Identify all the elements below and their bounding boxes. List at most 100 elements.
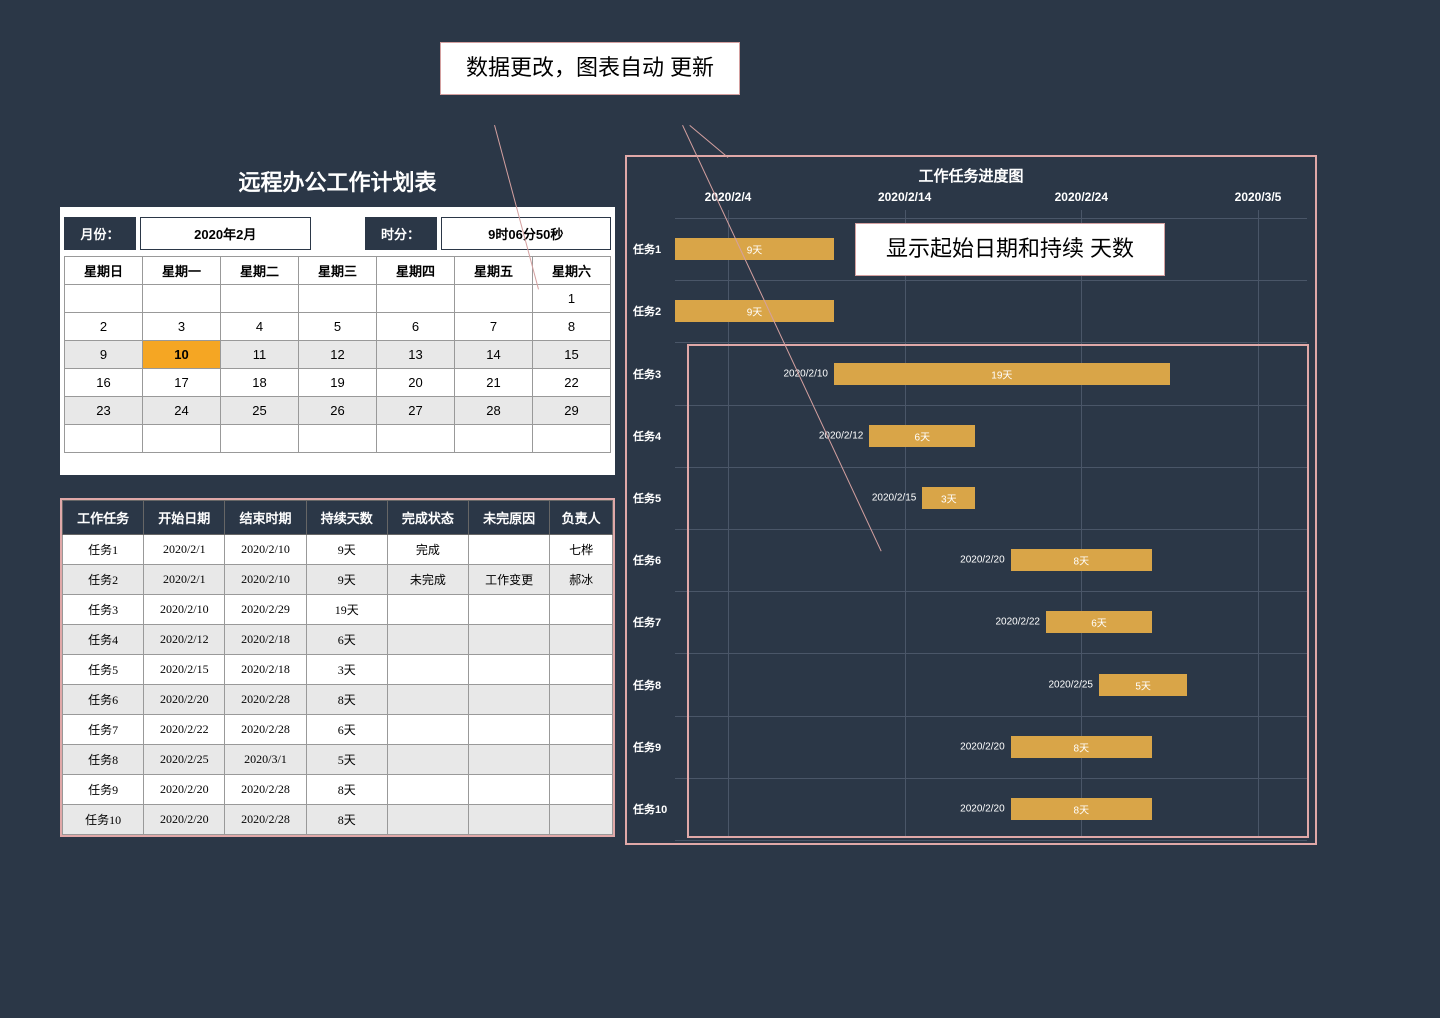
gantt-date-label: 2020/2/25 — [1049, 679, 1100, 690]
time-label: 时分： — [365, 217, 437, 250]
task-cell: 任务10 — [63, 805, 144, 835]
calendar-cell[interactable]: 24 — [143, 397, 221, 425]
task-cell: 2020/2/12 — [144, 625, 225, 655]
calendar-cell[interactable]: 18 — [221, 369, 299, 397]
calendar-cell[interactable]: 29 — [533, 397, 611, 425]
gantt-y-label: 任务1 — [633, 241, 661, 257]
calendar-cell[interactable]: 9 — [65, 341, 143, 369]
task-cell — [387, 655, 468, 685]
calendar-cell[interactable]: 28 — [455, 397, 533, 425]
calendar-cell[interactable]: 23 — [65, 397, 143, 425]
calendar-cell[interactable] — [65, 425, 143, 453]
calendar-cell[interactable]: 25 — [221, 397, 299, 425]
task-cell: 任务6 — [63, 685, 144, 715]
gantt-hgrid — [675, 405, 1307, 406]
calendar-cell[interactable]: 27 — [377, 397, 455, 425]
calendar-cell[interactable]: 20 — [377, 369, 455, 397]
task-header: 结束时期 — [225, 501, 306, 535]
gantt-hgrid — [675, 529, 1307, 530]
calendar-cell[interactable] — [221, 285, 299, 313]
calendar-cell[interactable] — [143, 285, 221, 313]
calendar-cell[interactable] — [221, 425, 299, 453]
gantt-bar-label: 3天 — [941, 490, 957, 505]
gantt-hgrid — [675, 716, 1307, 717]
gantt-x-label: 2020/2/24 — [1055, 190, 1108, 204]
task-header: 完成状态 — [387, 501, 468, 535]
gantt-date-label: 2020/2/20 — [960, 741, 1011, 752]
calendar-cell[interactable] — [299, 285, 377, 313]
task-header: 持续天数 — [306, 501, 387, 535]
calendar-cell[interactable]: 8 — [533, 313, 611, 341]
task-cell: 2020/2/25 — [144, 745, 225, 775]
task-cell: 2020/2/20 — [144, 685, 225, 715]
calendar-cell[interactable] — [455, 425, 533, 453]
task-cell: 8天 — [306, 805, 387, 835]
calendar-cell[interactable]: 13 — [377, 341, 455, 369]
month-value[interactable]: 2020年2月 — [140, 217, 311, 250]
calendar-cell[interactable]: 16 — [65, 369, 143, 397]
calendar-cell[interactable]: 10 — [143, 341, 221, 369]
task-table: 工作任务开始日期结束时期持续天数完成状态未完原因负责人 任务12020/2/12… — [62, 500, 613, 835]
task-cell — [550, 625, 613, 655]
gantt-bar: 9天 — [675, 300, 834, 322]
calendar-cell[interactable]: 17 — [143, 369, 221, 397]
task-cell: 任务8 — [63, 745, 144, 775]
task-cell — [550, 805, 613, 835]
calendar-cell[interactable]: 3 — [143, 313, 221, 341]
calendar-cell[interactable]: 4 — [221, 313, 299, 341]
gantt-bar-label: 8天 — [1074, 553, 1090, 568]
task-cell: 19天 — [306, 595, 387, 625]
task-cell: 未完成 — [387, 565, 468, 595]
calendar-cell[interactable]: 12 — [299, 341, 377, 369]
task-cell — [469, 595, 550, 625]
gantt-bar-label: 9天 — [747, 304, 763, 319]
task-cell — [469, 805, 550, 835]
task-cell — [387, 775, 468, 805]
task-cell — [550, 715, 613, 745]
task-cell: 8天 — [306, 775, 387, 805]
calendar-cell[interactable] — [299, 425, 377, 453]
gantt-bar: 8天 — [1011, 549, 1152, 571]
calendar-cell[interactable] — [455, 285, 533, 313]
gantt-y-label: 任务7 — [633, 614, 661, 630]
calendar-cell[interactable]: 26 — [299, 397, 377, 425]
calendar-cell[interactable] — [65, 285, 143, 313]
task-cell — [469, 715, 550, 745]
gantt-y-label: 任务6 — [633, 552, 661, 568]
calendar-cell[interactable] — [377, 285, 455, 313]
calendar-cell[interactable]: 6 — [377, 313, 455, 341]
gantt-title: 工作任务进度图 — [627, 157, 1315, 190]
calendar-cell[interactable]: 7 — [455, 313, 533, 341]
calendar-cell[interactable] — [377, 425, 455, 453]
task-cell: 任务9 — [63, 775, 144, 805]
task-cell: 2020/2/28 — [225, 775, 306, 805]
gantt-hgrid — [675, 778, 1307, 779]
gantt-bar-label: 6天 — [915, 428, 931, 443]
calendar-cell[interactable] — [143, 425, 221, 453]
calendar-cell[interactable]: 22 — [533, 369, 611, 397]
left-panel: 远程办公工作计划表 月份： 2020年2月 时分： 9时06分50秒 星期日星期… — [60, 155, 615, 475]
gantt-y-label: 任务9 — [633, 739, 661, 755]
calendar-cell[interactable]: 5 — [299, 313, 377, 341]
calendar: 星期日星期一星期二星期三星期四星期五星期六 123456789101112131… — [64, 256, 611, 453]
task-cell — [469, 685, 550, 715]
calendar-cell[interactable]: 1 — [533, 285, 611, 313]
task-cell — [469, 775, 550, 805]
gantt-x-label: 2020/2/4 — [705, 190, 752, 204]
calendar-cell[interactable]: 14 — [455, 341, 533, 369]
task-cell: 2020/2/15 — [144, 655, 225, 685]
gantt-y-label: 任务8 — [633, 677, 661, 693]
calendar-cell[interactable]: 2 — [65, 313, 143, 341]
calendar-cell[interactable] — [533, 425, 611, 453]
task-cell: 工作变更 — [469, 565, 550, 595]
calendar-cell[interactable]: 21 — [455, 369, 533, 397]
gantt-bar-label: 5天 — [1135, 677, 1151, 692]
calendar-cell[interactable]: 11 — [221, 341, 299, 369]
calendar-cell[interactable]: 19 — [299, 369, 377, 397]
calendar-cell[interactable]: 15 — [533, 341, 611, 369]
task-cell — [387, 745, 468, 775]
task-cell: 任务2 — [63, 565, 144, 595]
task-cell: 2020/2/20 — [144, 775, 225, 805]
task-cell: 任务5 — [63, 655, 144, 685]
task-cell: 任务4 — [63, 625, 144, 655]
